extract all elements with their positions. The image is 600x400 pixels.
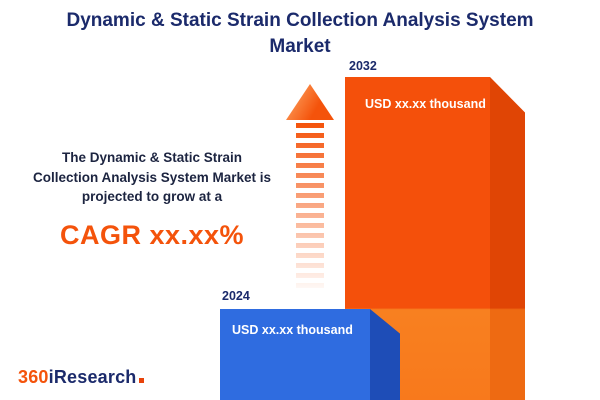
bar-2024: USD xx.xx thousand [220,309,400,400]
brand-logo: 360iResearch [18,367,144,388]
annotation-line-3: projected to grow at a [81,189,223,205]
annotation-line-1: The Dynamic & Static Strain [61,150,243,165]
growth-annotation: The Dynamic & Static Strain Collection A… [8,148,296,255]
annotation-line-2: Collection Analysis System Market is [32,169,272,185]
growth-arrow-icon [286,84,334,289]
cagr-value: CAGR xx.xx% [59,219,245,250]
brand-logo-prefix: 360 [18,367,49,387]
arrow-head-icon [286,84,334,120]
year-label-2024: 2024 [222,289,250,303]
bar-2024-front-face [220,309,370,400]
brand-logo-square-icon [138,378,144,383]
year-label-2032: 2032 [349,59,377,73]
page-title: Dynamic & Static Strain Collection Analy… [66,10,534,57]
bar-2032-side-face [490,77,525,400]
brand-logo-suffix: iResearch [48,367,137,387]
bar-2024-value-label: USD xx.xx thousand [232,323,353,337]
bar-2024-side-face [370,309,400,400]
bar-2032-value-label: USD xx.xx thousand [365,97,486,111]
arrow-dashed-tail-icon [296,123,324,289]
